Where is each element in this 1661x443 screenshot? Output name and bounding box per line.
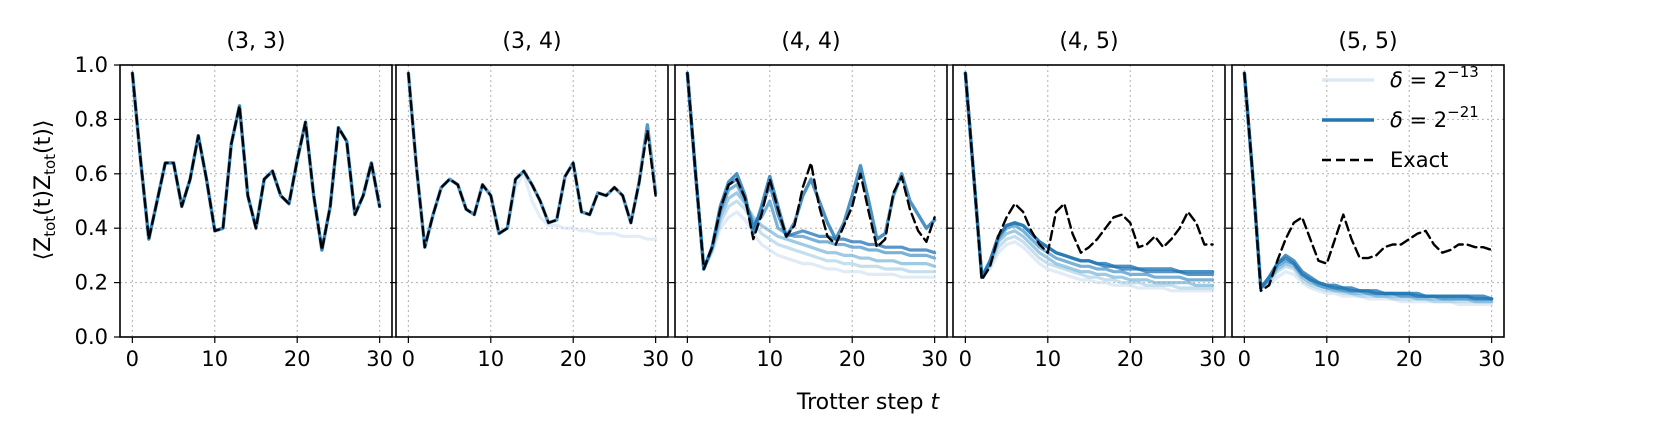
series-line-4: [685, 71, 937, 271]
x-tick-label: 10: [1034, 347, 1061, 371]
x-tick-label: 30: [1199, 347, 1226, 371]
exact-series-line: [964, 71, 1214, 282]
x-ticks: 0 10 20 30: [681, 337, 948, 371]
x-tick-label: 0: [402, 347, 415, 371]
y-tick-label: 0.2: [75, 271, 108, 295]
exact-series-line: [686, 71, 936, 271]
x-tick-label: 0: [1238, 347, 1251, 371]
x-tick-label: 30: [1478, 347, 1505, 371]
y-tick-label: 0.4: [75, 216, 108, 240]
x-tick-label: 20: [839, 347, 866, 371]
legend-label: Exact: [1390, 148, 1448, 172]
series-line-4: [1242, 71, 1494, 301]
series-line-1: [963, 71, 1215, 293]
gridlines: [120, 64, 392, 338]
panel-title: (4, 4): [781, 29, 840, 54]
series-line-3: [963, 71, 1215, 287]
x-tick-label: 0: [681, 347, 694, 371]
x-tick-label: 10: [477, 347, 504, 371]
x-tick-label: 10: [1313, 347, 1340, 371]
y-axis-label: ⟨Ztot(t)Ztot(t)⟩: [31, 120, 59, 261]
panel-frame: [119, 64, 393, 338]
x-ticks: 0 10 20 30: [126, 337, 393, 371]
exact-series-line: [131, 71, 381, 252]
x-tick-label: 0: [126, 347, 139, 371]
series-line-2: [685, 71, 937, 274]
series-line-2: [963, 71, 1215, 290]
panel-title: (3, 3): [226, 29, 285, 54]
x-ticks: 0 10 20 30: [1238, 337, 1505, 371]
series-line-1: [685, 71, 937, 279]
series-line-3: [685, 71, 937, 271]
panel-4: 0 10 20 30 (4, 5): [947, 29, 1226, 371]
series-line-6: [685, 71, 937, 271]
series-group: [406, 71, 658, 249]
x-ticks: 0 10 20 30: [402, 337, 669, 371]
x-tick-label: 10: [201, 347, 228, 371]
y-ticks: [947, 64, 953, 338]
gridlines: [953, 64, 1225, 338]
y-ticks: [1226, 64, 1232, 338]
panel-frame: [952, 64, 1226, 338]
y-ticks: 0.0 0.2 0.4 0.6 0.8 1.0: [75, 53, 120, 349]
x-ticks: 0 10 20 30: [959, 337, 1226, 371]
series-line-6: [963, 71, 1215, 279]
y-tick-label: 0.8: [75, 107, 108, 131]
panel-1: 0 10 20 30 0.0 0.2 0.4 0.6 0.8 1.0 (3, 3): [75, 29, 393, 371]
x-axis-label: Trotter step t: [796, 390, 941, 415]
panel-title: (4, 5): [1059, 29, 1118, 54]
series-group: [963, 71, 1215, 293]
legend-label: δ = 2−13: [1390, 63, 1479, 92]
panel-frame: [395, 64, 669, 338]
panels-group: 0 10 20 30 0.0 0.2 0.4 0.6 0.8 1.0 (3, 3) 0 10 20 30 (3…: [75, 29, 1505, 371]
series-line-1: [406, 71, 658, 249]
series-group: [1242, 71, 1494, 306]
x-tick-label: 20: [560, 347, 587, 371]
series-line-2: [1242, 71, 1494, 304]
exact-series-line: [407, 71, 657, 249]
x-tick-label: 20: [1117, 347, 1144, 371]
x-tick-label: 10: [756, 347, 783, 371]
gridlines: [675, 64, 947, 338]
legend: δ = 2−13 δ = 2−21 Exact: [1322, 63, 1479, 172]
panel-frame: [1231, 64, 1505, 338]
y-tick-label: 1.0: [75, 53, 108, 77]
panel-title: (5, 5): [1338, 29, 1397, 54]
x-tick-label: 20: [284, 347, 311, 371]
x-tick-label: 30: [366, 347, 393, 371]
legend-label: δ = 2−21: [1390, 103, 1479, 132]
panel-2: 0 10 20 30 (3, 4): [390, 29, 669, 371]
series-line-6: [1242, 71, 1494, 301]
panel-title: (3, 4): [502, 29, 561, 54]
exact-series-line: [1243, 71, 1493, 292]
y-ticks: [390, 64, 396, 338]
y-tick-label: 0.0: [75, 325, 108, 349]
series-line-2: [406, 71, 658, 249]
panel-3: 0 10 20 30 (4, 4): [669, 29, 948, 371]
series-group: [130, 71, 382, 252]
y-ticks: [669, 64, 675, 338]
panel-frame: [674, 64, 948, 338]
y-tick-label: 0.6: [75, 162, 108, 186]
x-tick-label: 20: [1396, 347, 1423, 371]
panel-5: 0 10 20 30 (5, 5) δ = 2−13 δ = 2−21 Exact: [1226, 29, 1505, 371]
series-group: [685, 71, 937, 279]
x-tick-label: 30: [642, 347, 669, 371]
x-tick-label: 0: [959, 347, 972, 371]
x-tick-label: 30: [921, 347, 948, 371]
